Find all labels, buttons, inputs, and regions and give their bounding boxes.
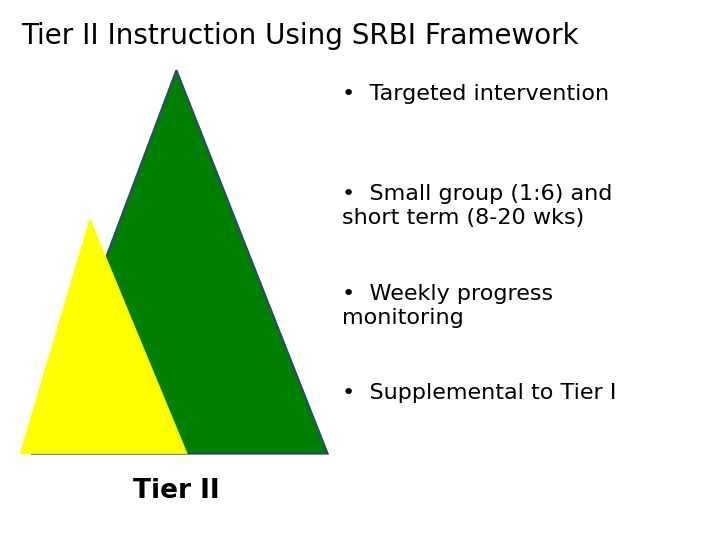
- Text: •  Small group (1:6) and
short term (8-20 wks): • Small group (1:6) and short term (8-20…: [342, 184, 613, 227]
- Text: •  Weekly progress
monitoring: • Weekly progress monitoring: [342, 284, 553, 327]
- Text: Tier II: Tier II: [133, 478, 220, 504]
- Text: Tier II Instruction Using SRBI Framework: Tier II Instruction Using SRBI Framework: [22, 22, 579, 50]
- Text: •  Supplemental to Tier I: • Supplemental to Tier I: [342, 383, 616, 403]
- Polygon shape: [20, 219, 187, 454]
- Polygon shape: [32, 70, 328, 454]
- Text: •  Targeted intervention: • Targeted intervention: [342, 84, 609, 104]
